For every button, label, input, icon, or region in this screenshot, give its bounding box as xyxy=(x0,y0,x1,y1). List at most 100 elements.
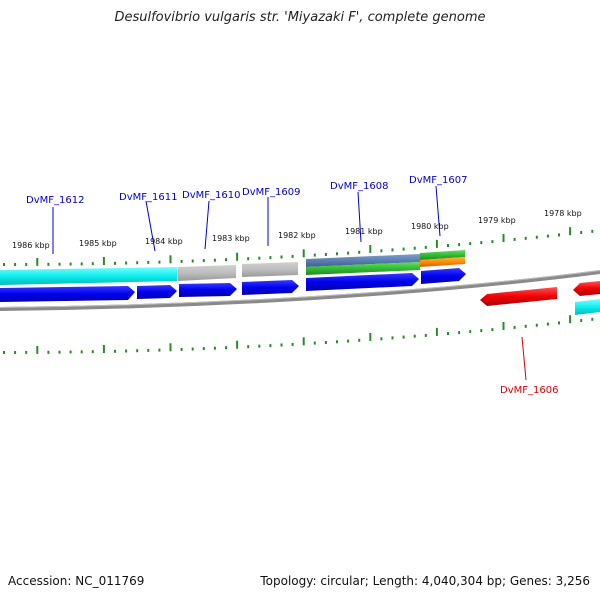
gene-arrow-reverse[interactable] xyxy=(480,287,557,306)
minor-tick xyxy=(191,259,194,263)
minor-tick xyxy=(591,229,594,233)
gene-label[interactable]: DvMF_1611 xyxy=(119,192,177,203)
major-tick xyxy=(569,227,572,236)
green-feature-bar[interactable] xyxy=(306,262,420,275)
gene-arrow-forward[interactable] xyxy=(242,280,299,295)
minor-tick xyxy=(336,340,338,344)
gene-arrow-forward[interactable] xyxy=(137,285,177,299)
minor-tick xyxy=(447,332,449,335)
minor-tick xyxy=(180,347,183,351)
gene-label[interactable]: DvMF_1610 xyxy=(182,190,240,201)
gene-arrow-forward[interactable] xyxy=(0,286,135,302)
cyan-feature-bar[interactable] xyxy=(0,267,177,285)
minor-tick xyxy=(14,263,17,266)
kbp-label: 1984 kbp xyxy=(145,237,183,246)
minor-tick xyxy=(513,325,516,329)
steel-feature-bar[interactable] xyxy=(306,254,420,267)
gene-label[interactable]: DvMF_1608 xyxy=(330,181,388,192)
minor-tick xyxy=(80,262,83,266)
major-tick xyxy=(236,252,239,261)
minor-tick xyxy=(258,344,261,348)
gene-label[interactable]: DvMF_1607 xyxy=(409,175,467,186)
minor-tick xyxy=(324,253,327,256)
kbp-label: 1983 kbp xyxy=(212,234,250,243)
grey-feature-bar[interactable] xyxy=(178,265,236,281)
minor-tick xyxy=(558,233,560,237)
minor-tick xyxy=(424,333,427,337)
kbp-label: 1986 kbp xyxy=(12,241,50,250)
gene-arrow-forward[interactable] xyxy=(179,283,237,297)
minor-tick xyxy=(114,349,116,353)
genome-backbone xyxy=(0,270,600,311)
minor-tick xyxy=(447,244,449,247)
major-tick xyxy=(502,322,505,330)
minor-tick xyxy=(391,336,394,340)
minor-tick xyxy=(424,245,427,249)
major-tick xyxy=(302,249,305,258)
major-tick xyxy=(369,333,372,341)
minor-tick xyxy=(202,347,205,351)
minor-tick xyxy=(347,251,350,255)
minor-tick xyxy=(458,243,461,247)
minor-tick xyxy=(258,256,261,260)
minor-tick xyxy=(58,350,61,354)
minor-tick xyxy=(291,342,294,346)
accession-text: Accession: NC_011769 xyxy=(8,574,145,588)
minor-tick xyxy=(213,258,216,262)
minor-tick xyxy=(580,231,583,234)
minor-tick xyxy=(291,254,294,258)
minor-tick xyxy=(3,351,5,354)
kbp-label: 1979 kbp xyxy=(478,216,516,225)
gene-arrow-forward[interactable] xyxy=(306,273,419,291)
minor-tick xyxy=(469,242,472,246)
minor-tick xyxy=(58,262,61,266)
map-title: Desulfovibrio vulgaris str. 'Miyazaki F'… xyxy=(114,10,486,25)
minor-tick xyxy=(47,262,50,266)
gene-label[interactable]: DvMF_1606 xyxy=(500,385,558,396)
gene-label[interactable]: DvMF_1612 xyxy=(26,195,84,206)
minor-tick xyxy=(513,237,516,241)
minor-tick xyxy=(380,337,383,341)
minor-tick xyxy=(558,321,560,325)
minor-tick xyxy=(480,241,483,245)
major-tick xyxy=(302,337,305,346)
minor-tick xyxy=(136,261,139,265)
minor-tick xyxy=(136,349,139,353)
kbp-label: 1982 kbp xyxy=(278,231,316,240)
green-feature-bar[interactable] xyxy=(420,250,465,260)
minor-tick xyxy=(280,255,283,259)
minor-tick xyxy=(391,248,394,252)
top-scale-ticks xyxy=(3,227,594,266)
minor-tick xyxy=(535,323,538,327)
kbp-label: 1978 kbp xyxy=(544,209,582,218)
cyan-feature-bar[interactable] xyxy=(575,299,600,315)
minor-tick xyxy=(247,345,250,349)
minor-tick xyxy=(125,261,128,265)
minor-tick xyxy=(413,334,416,338)
minor-tick xyxy=(524,324,527,328)
minor-tick xyxy=(80,350,83,354)
minor-tick xyxy=(358,338,361,342)
minor-tick xyxy=(358,250,361,254)
minor-tick xyxy=(324,341,327,344)
genome-backbone-highlight xyxy=(0,270,600,308)
gene-arrow-forward[interactable] xyxy=(421,268,466,284)
minor-tick xyxy=(480,329,483,333)
minor-tick xyxy=(413,246,416,250)
minor-tick xyxy=(580,319,583,322)
reverse-gene-arrows xyxy=(480,281,600,315)
feature-track-upper xyxy=(0,250,465,285)
minor-tick xyxy=(213,346,216,350)
gene-arrow-reverse[interactable] xyxy=(573,281,600,296)
gene-label[interactable]: DvMF_1609 xyxy=(242,187,300,198)
minor-tick xyxy=(546,322,549,326)
minor-tick xyxy=(225,258,227,262)
minor-tick xyxy=(535,235,538,239)
major-tick xyxy=(36,345,39,354)
minor-tick xyxy=(91,350,94,354)
grey-feature-bar[interactable] xyxy=(242,262,298,277)
kbp-scale-labels: 1986 kbp 1985 kbp 1984 kbp 1983 kbp 1982… xyxy=(12,209,582,250)
minor-tick xyxy=(180,259,183,263)
orange-feature-bar[interactable] xyxy=(420,257,465,267)
major-tick xyxy=(102,345,105,353)
